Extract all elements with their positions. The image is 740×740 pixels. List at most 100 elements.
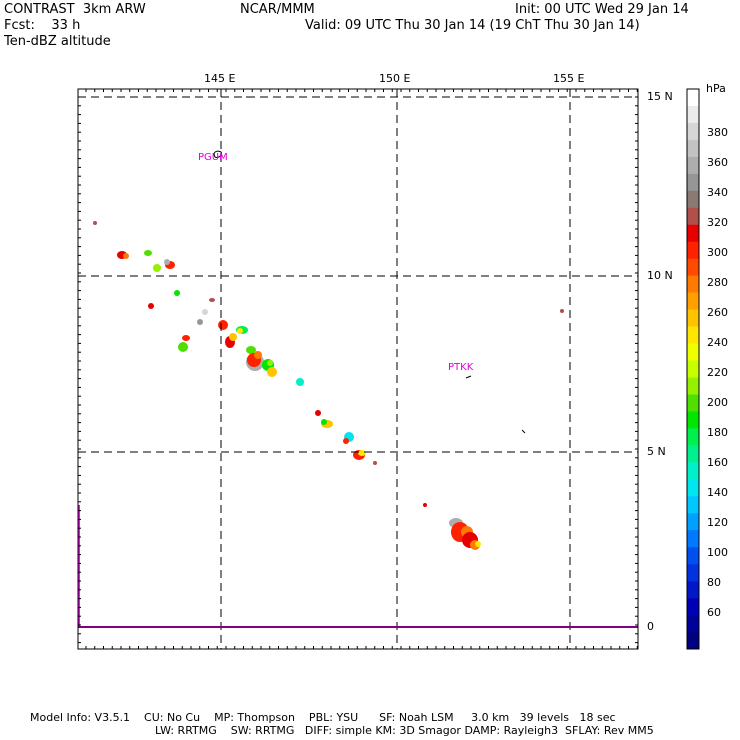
echo-cell <box>475 541 481 547</box>
colorbar-box <box>687 513 699 531</box>
center-label: NCAR/MMM <box>240 2 315 17</box>
map-frame <box>77 88 639 650</box>
coastlines <box>213 96 526 434</box>
colorbar-label: 180 <box>707 426 728 439</box>
field-name: Ten-dBZ altitude <box>4 34 111 49</box>
axis-ticks <box>78 89 638 649</box>
colorbar-label: 80 <box>707 576 721 589</box>
colorbar-label: 280 <box>707 276 728 289</box>
echo-cell <box>229 333 237 341</box>
colorbar-box <box>687 598 699 616</box>
echo-cell <box>296 378 304 386</box>
station-ptkk: PTKK <box>448 362 474 373</box>
echo-cell <box>182 335 190 341</box>
valid-time: Valid: 09 UTC Thu 30 Jan 14 (19 ChT Thu … <box>305 18 640 33</box>
colorbar-label: 160 <box>707 456 728 469</box>
colorbar-label: 340 <box>707 186 728 199</box>
colorbar-unit: hPa <box>706 82 726 95</box>
colorbar-box <box>687 343 699 361</box>
lat-label-10n: 10 N <box>647 269 673 282</box>
colorbar-box <box>687 190 699 209</box>
colorbar-box <box>687 445 699 463</box>
colorbar-box <box>687 309 699 327</box>
colorbar-box <box>687 411 699 429</box>
echo-cell <box>174 290 180 296</box>
colorbar-label: 100 <box>707 546 728 559</box>
colorbar-label: 260 <box>707 306 728 319</box>
colorbar-box <box>687 173 699 192</box>
lat-label-5n: 5 N <box>647 445 666 458</box>
echo-cell <box>202 309 208 315</box>
echo-cell <box>343 438 349 444</box>
lat-label-0: 0 <box>647 620 654 633</box>
colorbar-box <box>687 496 699 514</box>
echo-cell <box>144 250 152 256</box>
colorbar-label: 360 <box>707 156 728 169</box>
grid-lines <box>78 89 638 649</box>
init-time: Init: 00 UTC Wed 29 Jan 14 <box>515 2 689 17</box>
echo-cell <box>178 342 188 352</box>
echo-cell <box>164 259 170 265</box>
echo-cell <box>218 320 228 330</box>
colorbar-label: 240 <box>707 336 728 349</box>
echo-cell <box>153 264 161 272</box>
lon-label-145: 145 E <box>204 72 236 85</box>
echo-cell <box>358 450 366 456</box>
colorbar-label: 200 <box>707 396 728 409</box>
colorbar-box <box>687 275 699 293</box>
echo-cell <box>321 419 327 425</box>
colorbar-label: 380 <box>707 126 728 139</box>
echo-cell <box>197 319 203 325</box>
colorbar-box <box>687 564 699 582</box>
echo-cell <box>423 503 427 507</box>
colorbar-box <box>687 479 699 497</box>
colorbar-box <box>687 547 699 565</box>
echo-cell <box>123 253 129 259</box>
echo-cell <box>148 303 154 309</box>
colorbar-box <box>687 632 699 650</box>
echo-cell <box>267 367 277 377</box>
model-info-line2: LW: RRTMG SW: RRTMG DIFF: simple KM: 3D … <box>155 724 654 737</box>
domain-boundary <box>78 505 638 628</box>
colorbar <box>686 88 700 650</box>
echo-cell <box>209 298 215 302</box>
colorbar-box <box>687 615 699 633</box>
echo-cell <box>237 328 243 334</box>
colorbar-box <box>687 326 699 344</box>
colorbar-box <box>687 462 699 480</box>
lat-label-15n: 15 N <box>647 90 673 103</box>
model-info-line1: Model Info: V3.5.1 CU: No Cu MP: Thompso… <box>30 711 616 724</box>
colorbar-label: 320 <box>707 216 728 229</box>
colorbar-label: 60 <box>707 606 721 619</box>
colorbar-box <box>687 394 699 412</box>
colorbar-label: 300 <box>707 246 728 259</box>
colorbar-box <box>687 139 699 158</box>
colorbar-box <box>687 122 699 141</box>
colorbar-box <box>687 224 699 243</box>
colorbar-box <box>687 89 699 107</box>
forecast-hour: Fcst: 33 h <box>4 18 81 33</box>
colorbar-box <box>687 105 699 124</box>
lon-label-155: 155 E <box>553 72 585 85</box>
echo-cell <box>254 351 262 359</box>
colorbar-box <box>687 360 699 378</box>
radar-echoes <box>93 221 564 550</box>
model-title: CONTRAST 3km ARW <box>4 2 146 17</box>
colorbar-label: 220 <box>707 366 728 379</box>
colorbar-frame <box>686 88 700 650</box>
colorbar-box <box>687 207 699 226</box>
colorbar-box <box>687 241 699 259</box>
lon-label-150: 150 E <box>379 72 411 85</box>
echo-cell <box>267 360 273 366</box>
colorbar-box <box>687 377 699 395</box>
echo-cell <box>246 346 256 354</box>
echo-cell <box>93 221 97 225</box>
colorbar-box <box>687 581 699 599</box>
colorbar-box <box>687 292 699 310</box>
echo-cell <box>560 309 564 313</box>
echo-cell <box>373 461 377 465</box>
station-pgum: PGUM <box>198 152 228 163</box>
colorbar-box <box>687 530 699 548</box>
colorbar-label: 120 <box>707 516 728 529</box>
